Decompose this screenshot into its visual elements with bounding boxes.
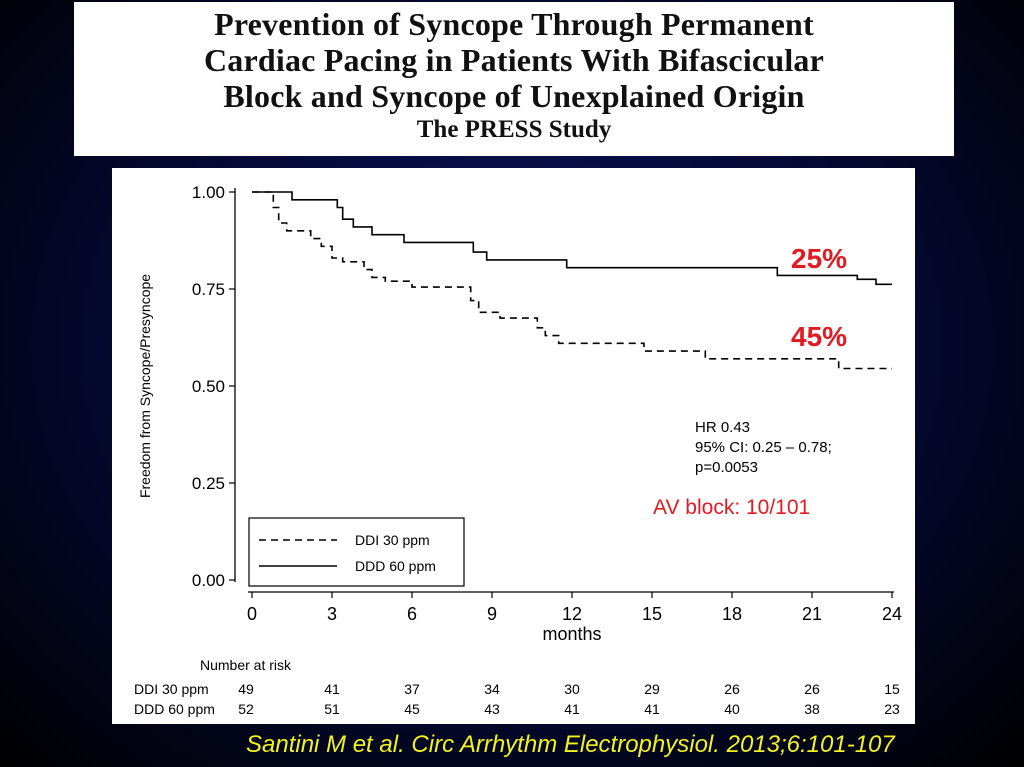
risk-value: 41 (644, 701, 660, 717)
y-tick-label: 0.25 (192, 474, 225, 493)
risk-row-label: DDI 30 ppm (134, 681, 209, 697)
risk-value: 26 (804, 681, 820, 697)
risk-value: 37 (404, 681, 420, 697)
risk-row-label: DDD 60 ppm (134, 701, 215, 717)
legend-box (248, 517, 465, 587)
slide-subtitle: The PRESS Study (416, 116, 612, 143)
x-axis-title: months (542, 624, 601, 644)
title-box: Prevention of Syncope Through Permanent … (74, 2, 954, 156)
risk-value: 45 (404, 701, 420, 717)
x-tick-label: 3 (327, 604, 337, 624)
x-tick-label: 21 (802, 604, 822, 624)
y-tick-label: 0.75 (192, 280, 225, 299)
risk-value: 30 (564, 681, 580, 697)
risk-value: 41 (324, 681, 340, 697)
y-axis-title: Freedom from Syncope/Presyncope (137, 274, 153, 498)
series-line-ddi-30-ppm (252, 191, 892, 370)
slide-title-line-2: Cardiac Pacing in Patients With Bifascic… (203, 42, 825, 78)
x-tick-label: 18 (722, 604, 742, 624)
y-tick-label: 1.00 (192, 183, 225, 202)
risk-value: 29 (644, 681, 660, 697)
risk-value: 43 (484, 701, 500, 717)
risk-value: 26 (724, 681, 740, 697)
x-tick-label: 12 (562, 604, 582, 624)
slide-title-line-3: Block and Syncope of Unexplained Origin (223, 78, 805, 114)
slide-title-line-1: Prevention of Syncope Through Permanent (214, 6, 814, 42)
risk-value: 52 (238, 701, 254, 717)
x-tick-label: 15 (642, 604, 662, 624)
stats-line: p=0.0053 (695, 459, 758, 476)
series-line-ddd-60-ppm (252, 191, 892, 286)
stats-line: HR 0.43 (695, 419, 750, 436)
y-tick-label: 0.00 (192, 571, 225, 590)
pct-label-ddd: 25% (791, 243, 847, 274)
chart-panel: 0.00 0.25 0.50 0.75 1.00 0 3 6 9 12 15 18 21 24 months… (112, 168, 915, 724)
risk-value: 40 (724, 701, 740, 717)
x-tick-label: 6 (407, 604, 417, 624)
legend-label: DDD 60 ppm (355, 558, 436, 574)
y-tick-label: 0.50 (192, 377, 225, 396)
pct-label-ddi: 45% (791, 321, 847, 352)
risk-value: 38 (804, 701, 820, 717)
av-block-label: AV block: 10/101 (653, 496, 810, 519)
risk-value: 51 (324, 701, 340, 717)
kaplan-meier-chart: 0.00 0.25 0.50 0.75 1.00 0 3 6 9 12 15 18 21 24 months… (134, 183, 902, 717)
legend-label: DDI 30 ppm (355, 532, 430, 548)
stats-line: 95% CI: 0.25 – 0.78; (695, 439, 832, 456)
risk-value: 49 (238, 681, 254, 697)
x-tick-label: 9 (487, 604, 497, 624)
risk-value: 23 (884, 701, 900, 717)
risk-table-header: Number at risk (200, 657, 292, 673)
x-tick-label: 24 (882, 604, 902, 624)
risk-value: 15 (884, 681, 900, 697)
x-tick-label: 0 (247, 604, 257, 624)
citation: Santini M et al. Circ Arrhythm Electroph… (246, 731, 895, 758)
risk-value: 34 (484, 681, 500, 697)
risk-value: 41 (564, 701, 580, 717)
